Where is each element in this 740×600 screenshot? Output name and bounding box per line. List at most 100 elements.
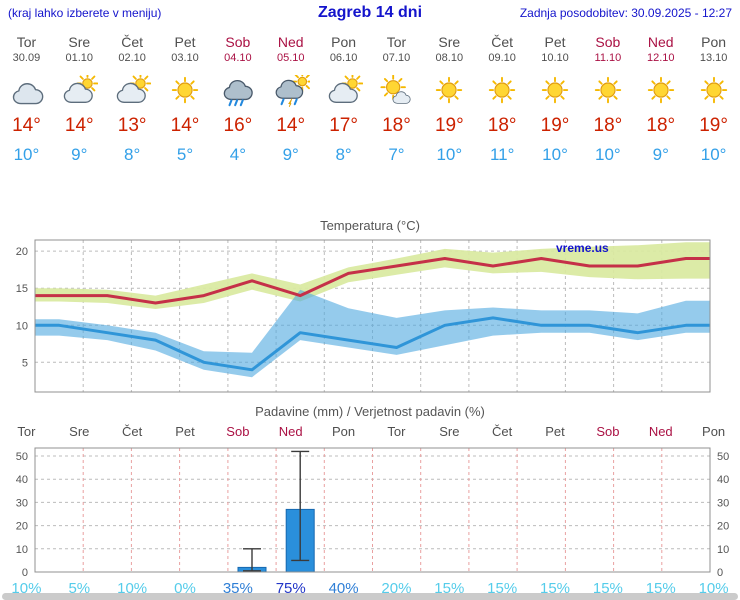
low-temperature: 9° bbox=[71, 144, 88, 164]
day-date: 03.10 bbox=[171, 52, 199, 65]
day-name: Sre bbox=[438, 34, 461, 50]
precip-probability: 20% bbox=[381, 580, 412, 597]
temperature-chart: 5 10 15 20 bbox=[16, 239, 711, 393]
precip-probability: 40% bbox=[328, 580, 359, 597]
day-name: Sre bbox=[68, 34, 91, 50]
day-name: Čet bbox=[491, 34, 514, 50]
day-name: Čet bbox=[121, 34, 144, 50]
forecast-strip: Tor 30.09 14° 10° Sre 01.10 14° 9° Čet 02.10 13° 8°… bbox=[0, 30, 740, 164]
forecast-day-column: Pet 10.10 19° 10° bbox=[529, 30, 582, 164]
horizontal-scrollbar[interactable] bbox=[2, 593, 738, 600]
svg-text:30: 30 bbox=[16, 497, 28, 509]
weather-icon-partly-cloudy bbox=[325, 73, 363, 109]
precip-probability: 0% bbox=[174, 580, 196, 597]
high-temperature: 18° bbox=[487, 114, 517, 136]
low-temperature: 8° bbox=[335, 144, 352, 164]
day-date: 13.10 bbox=[699, 52, 728, 65]
day-date: 06.10 bbox=[329, 52, 358, 65]
high-temperature: 14° bbox=[64, 114, 94, 136]
svg-text:40: 40 bbox=[717, 474, 729, 486]
forecast-day-column: Ned 05.10 14° 9° bbox=[264, 30, 317, 164]
day-name: Tor bbox=[386, 34, 407, 50]
high-temperature: 14° bbox=[170, 114, 200, 136]
low-temperature: 10° bbox=[595, 144, 621, 164]
precip-probability: 5% bbox=[68, 580, 91, 597]
precip-day-label: Čet bbox=[492, 424, 513, 439]
low-temperature: 8° bbox=[124, 144, 141, 164]
low-temperature: 10° bbox=[13, 144, 40, 164]
forecast-day-column: Sob 04.10 16° 4° bbox=[211, 30, 264, 164]
precip-day-label: Sre bbox=[69, 424, 90, 439]
forecast-day-column: Pon 13.10 19° 10° bbox=[687, 30, 740, 164]
high-temperature: 17° bbox=[329, 114, 358, 136]
svg-text:20: 20 bbox=[16, 246, 28, 258]
weather-icon-sunny bbox=[695, 73, 733, 109]
precipitation-chart: 0 0 10 10 20 20 30 30 40 40 50 50 bbox=[16, 447, 729, 579]
high-temperature: 19° bbox=[699, 114, 728, 136]
low-temperature: 9° bbox=[652, 144, 669, 164]
precip-probability-row: 10% 5% 10% 0% 35% 75% 40% 20% 15% 15% 15% 15% 15% 10% bbox=[0, 580, 740, 597]
low-temperature: 5° bbox=[176, 144, 194, 164]
precip-probability: 35% bbox=[222, 580, 253, 597]
forecast-day-column: Sre 01.10 14° 9° bbox=[53, 30, 106, 164]
svg-text:20: 20 bbox=[717, 521, 729, 533]
high-temperature: 16° bbox=[223, 114, 253, 136]
forecast-day-column: Sob 11.10 18° 10° bbox=[581, 30, 634, 164]
svg-text:10: 10 bbox=[717, 544, 729, 556]
day-name: Pon bbox=[701, 34, 727, 50]
forecast-day-column: Čet 09.10 18° 11° bbox=[476, 30, 529, 164]
forecast-day-column: Pon 06.10 17° 8° bbox=[317, 30, 370, 164]
svg-text:0: 0 bbox=[717, 567, 723, 579]
day-name: Sob bbox=[595, 34, 621, 50]
day-name: Ned bbox=[647, 34, 674, 50]
temperature-chart-title: Temperatura (°C) bbox=[320, 218, 420, 233]
precip-probability: 10% bbox=[11, 580, 42, 597]
precip-probability: 15% bbox=[645, 580, 676, 597]
precip-probability: 15% bbox=[592, 580, 623, 597]
svg-text:50: 50 bbox=[16, 451, 28, 463]
day-date: 04.10 bbox=[224, 52, 252, 65]
low-temperature: 4° bbox=[229, 144, 246, 164]
svg-text:10: 10 bbox=[16, 544, 28, 556]
low-temperature: 7° bbox=[388, 144, 405, 164]
day-name: Tor bbox=[16, 34, 37, 50]
day-date: 12.10 bbox=[646, 52, 675, 65]
weather-icon-sunny bbox=[536, 73, 574, 109]
day-name: Ned bbox=[277, 34, 304, 50]
high-temperature: 18° bbox=[646, 114, 676, 136]
weather-icon-sunny bbox=[166, 73, 204, 109]
weather-icon-mostly-sunny bbox=[377, 73, 415, 109]
precip-probability: 15% bbox=[434, 580, 465, 597]
day-date: 10.10 bbox=[541, 52, 569, 65]
day-name: Pet bbox=[544, 34, 566, 50]
svg-text:20: 20 bbox=[16, 521, 28, 533]
high-temperature: 13° bbox=[117, 114, 147, 136]
precip-day-label: Ned bbox=[648, 424, 673, 439]
precip-probability: 10% bbox=[117, 580, 148, 597]
svg-text:40: 40 bbox=[16, 474, 28, 486]
svg-text:50: 50 bbox=[717, 451, 729, 463]
day-date: 02.10 bbox=[118, 52, 146, 65]
svg-text:30: 30 bbox=[717, 497, 729, 509]
high-temperature: 14° bbox=[12, 114, 41, 136]
forecast-day-column: Tor 07.10 18° 7° bbox=[370, 30, 423, 164]
weather-icon-partly-cloudy bbox=[113, 73, 152, 109]
page-title: Zagreb 14 dni bbox=[317, 4, 423, 21]
weather-icon-sunny bbox=[642, 73, 680, 109]
precip-day-label: Čet bbox=[122, 424, 143, 439]
forecast-day-column: Sre 08.10 19° 10° bbox=[423, 30, 476, 164]
precip-day-label: Tor bbox=[387, 424, 406, 439]
day-date: 01.10 bbox=[65, 52, 94, 65]
svg-text:5: 5 bbox=[22, 357, 28, 369]
precip-day-label: Tor bbox=[17, 424, 36, 439]
day-date: 05.10 bbox=[276, 52, 305, 65]
forecast-day-column: Pet 03.10 14° 5° bbox=[159, 30, 212, 164]
day-date: 07.10 bbox=[382, 52, 411, 65]
watermark-vreme-us: vreme.us bbox=[556, 241, 609, 255]
weather-icon-cloudy bbox=[7, 73, 45, 109]
precip-day-label: Ned bbox=[278, 424, 303, 439]
high-temperature: 18° bbox=[593, 114, 623, 136]
precip-day-label: Pet bbox=[545, 424, 565, 439]
low-temperature: 9° bbox=[282, 144, 299, 164]
